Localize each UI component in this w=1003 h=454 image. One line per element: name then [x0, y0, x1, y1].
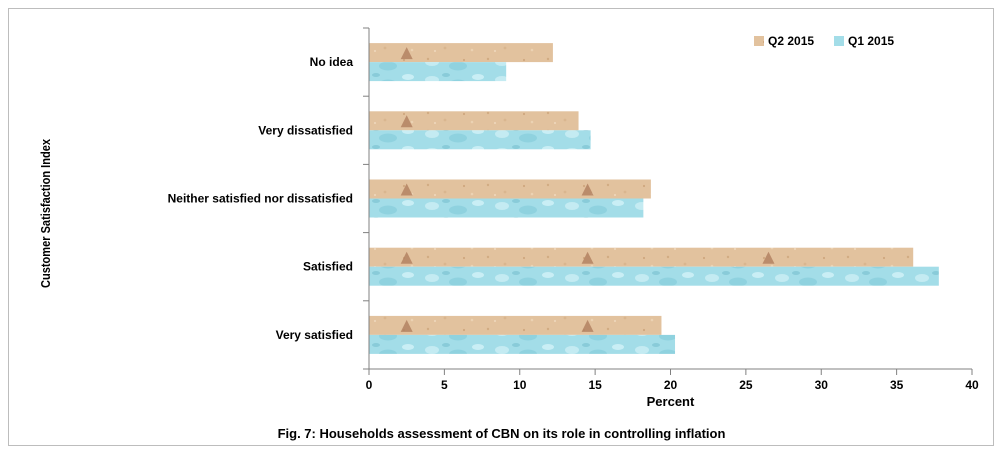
bar-texture-mark [762, 251, 775, 264]
x-tick-label-40: 40 [965, 378, 979, 392]
x-tick-label-30: 30 [815, 378, 829, 392]
bar-q2-4 [369, 315, 662, 335]
x-tick-label-0: 0 [366, 378, 373, 392]
category-label-3: Satisfied [303, 260, 353, 274]
bar-texture-mark [581, 251, 594, 264]
x-tick-label-20: 20 [664, 378, 678, 392]
bar-q2-0 [369, 43, 553, 63]
legend-label-0: Q2 2015 [768, 34, 814, 48]
x-tick-label-35: 35 [890, 378, 904, 392]
x-tick-label-5: 5 [441, 378, 448, 392]
bar-q2-1 [369, 111, 579, 131]
x-tick-label-10: 10 [513, 378, 527, 392]
bar-texture-mark [400, 115, 413, 128]
x-tick-label-15: 15 [588, 378, 602, 392]
y-axis-title: Customer Satisfaction Index [38, 139, 53, 288]
bar-texture-mark [400, 319, 413, 332]
bar-texture-mark [400, 251, 413, 264]
bar-texture-mark [581, 183, 594, 196]
bar-q1-3 [369, 266, 939, 286]
figure-frame [8, 8, 994, 446]
category-label-0: No idea [310, 55, 354, 69]
bar-texture-mark [581, 319, 594, 332]
category-label-1: Very dissatisfied [258, 123, 353, 137]
bar-q2-2 [369, 179, 651, 199]
bar-q2-3 [369, 247, 914, 267]
bar-q1-2 [369, 198, 644, 218]
legend-swatch-0 [754, 36, 764, 46]
bar-texture-mark [400, 47, 413, 60]
x-axis-title: Percent [647, 394, 695, 409]
bar-q1-1 [369, 130, 591, 150]
category-label-2: Neither satisfied nor dissatisfied [168, 192, 353, 206]
bar-q1-4 [369, 334, 676, 354]
category-label-4: Very satisfied [276, 328, 353, 342]
legend-swatch-1 [834, 36, 844, 46]
bar-chart: No idea Very dissatisfied Neither satisfie… [38, 27, 979, 409]
figure-caption: Fig. 7: Households assessment of CBN on … [277, 426, 726, 441]
x-tick-label-25: 25 [739, 378, 753, 392]
legend-label-1: Q1 2015 [848, 34, 894, 48]
bar-texture-mark [400, 183, 413, 196]
bar-q1-0 [369, 62, 507, 82]
